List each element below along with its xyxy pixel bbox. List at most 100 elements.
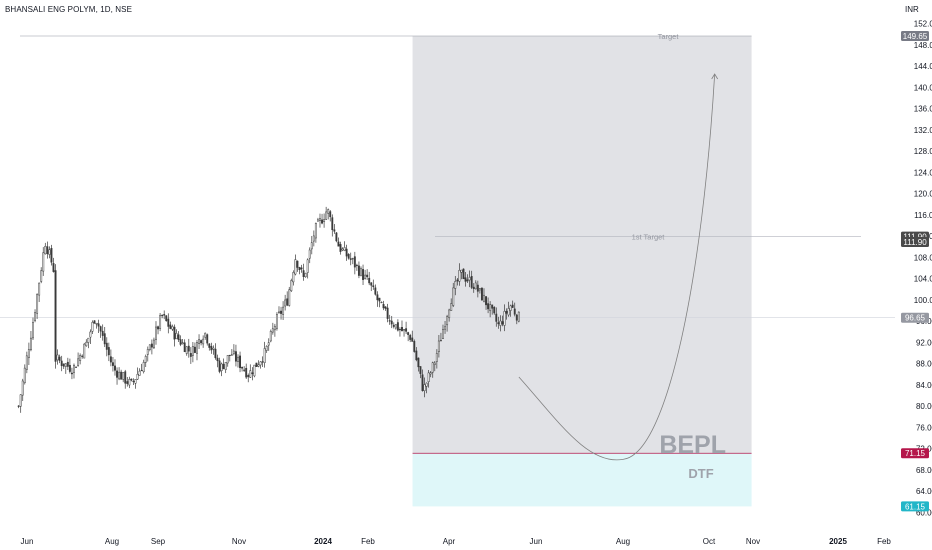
y-tick-label: 136.00 [914,105,932,114]
candle [62,363,65,369]
candle [191,342,194,363]
candlestick-series [17,206,520,413]
candle [36,293,39,320]
candle [372,279,375,290]
candle [200,339,203,346]
candle [44,242,47,255]
candle [245,363,248,379]
target-zone-lower [412,453,752,507]
price-tag: 111.90 [901,236,929,247]
candle [23,364,26,385]
candle [91,320,94,335]
candle [87,337,90,349]
candle [181,339,184,345]
time-axis[interactable]: Jun Aug Sep Nov 2024 Feb Apr Jun Aug Oct Nov 2025 Fe… [21,537,892,546]
candle [364,269,367,280]
candle [487,297,490,314]
candle [60,355,63,372]
candle [105,337,108,357]
svg-text:61.15: 61.15 [905,502,926,511]
candle [169,321,172,330]
candle [450,298,453,311]
candle [111,356,114,372]
candle [70,367,73,380]
candle [388,314,391,325]
svg-text:96.65: 96.65 [905,314,926,323]
y-tick-label: 100.00 [914,296,932,305]
candle [118,367,121,381]
projection-curve [518,73,716,461]
candle [136,367,139,380]
candle [427,370,430,388]
candle [54,264,57,369]
candle [513,302,516,317]
candle [189,347,192,364]
candle [140,363,143,372]
candle [122,372,125,383]
candle [230,349,233,356]
candle [505,308,508,320]
candle [431,361,434,378]
x-tick-label: Nov [232,537,246,546]
candle [497,316,500,329]
candle [255,362,258,367]
x-tick-label: Feb [361,537,375,546]
candle [114,359,116,376]
candle [267,338,270,351]
candle [351,257,354,265]
candle [103,327,106,348]
svg-text:111.90: 111.90 [903,238,927,247]
candle [183,339,186,353]
candle [339,241,342,255]
candle [308,247,311,264]
candle [134,378,137,389]
candle [456,278,459,286]
candle [220,362,223,377]
candle [107,342,110,362]
y-tick-label: 84.00 [916,381,932,390]
candle [374,284,377,296]
candle [312,230,315,247]
candle [50,244,53,266]
candle [421,369,424,392]
candle [507,301,510,317]
candle [144,354,147,368]
candle [120,369,123,380]
candle [175,329,178,340]
y-tick-label: 144.00 [914,62,932,71]
candle [152,337,155,350]
candle [228,354,231,362]
y-tick-label: 76.00 [916,423,932,432]
price-axis[interactable]: 152.00 148.00 144.00 140.00 136.00 132.00 128.… [901,20,932,518]
candle [446,314,449,332]
candle [398,327,401,337]
candle [138,368,141,376]
candle [161,314,164,319]
candle [265,345,268,353]
chart-annotations: Target 1st Target BEPL DTF [632,32,726,481]
candle [470,270,473,290]
candle [193,342,196,354]
projection-path [518,73,719,461]
candle [355,263,358,271]
candle [222,358,225,370]
candle [499,315,502,332]
candle [292,270,295,286]
candle [296,260,299,272]
candle [483,288,485,303]
candle [275,312,278,331]
candle [511,300,514,309]
candle [472,283,475,293]
candle [464,272,467,287]
candle [501,315,504,327]
candle [261,356,264,368]
candle [177,331,180,342]
candle [75,366,77,368]
candle [415,347,418,362]
candle [89,329,92,345]
y-tick-label: 60.00 [916,509,932,518]
candle [370,282,373,292]
candle [64,363,67,374]
watermark-ticker: BEPL [659,431,726,459]
